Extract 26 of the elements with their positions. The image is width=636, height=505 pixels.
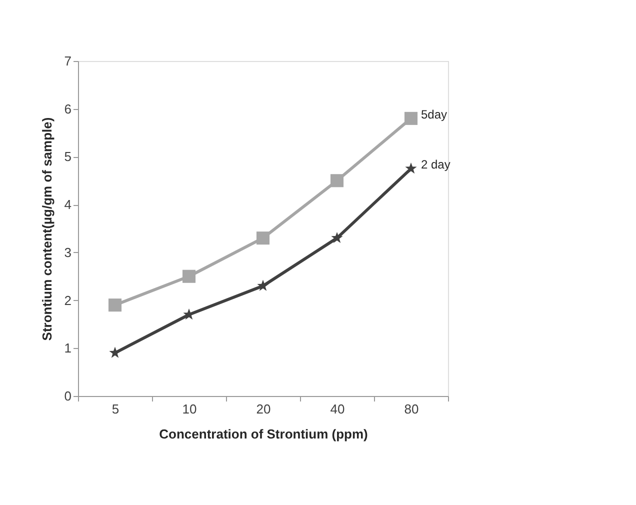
- y-tick-label: 5: [64, 149, 72, 164]
- point: [330, 174, 344, 188]
- point: [256, 232, 270, 245]
- point: [404, 112, 418, 125]
- series-label: 5day: [421, 107, 448, 122]
- y-tick-label: 1: [64, 340, 72, 356]
- x-tick-label: 40: [330, 402, 345, 416]
- y-tick-label: 0: [64, 388, 72, 404]
- point: [405, 162, 417, 174]
- series-label: 2 day: [421, 158, 450, 172]
- x-tick-label: 5: [112, 402, 120, 416]
- point: [257, 280, 269, 291]
- x-tick-label: 10: [182, 402, 197, 416]
- y-tick-label: 6: [64, 101, 72, 116]
- point: [108, 298, 122, 312]
- point: [182, 270, 196, 283]
- y-tick-label: 2: [64, 292, 72, 308]
- x-tick-label: 80: [404, 402, 419, 416]
- x-tick-label: 20: [256, 402, 271, 416]
- x-axis-title: Concentration of Strontium (ppm): [159, 426, 368, 442]
- y-tick-label: 7: [64, 54, 72, 68]
- y-tick-label: 4: [64, 197, 72, 212]
- point: [331, 232, 343, 244]
- y-tick-label: 3: [64, 244, 72, 260]
- point: [109, 346, 121, 358]
- y-axis-title: Strontium content(µg/gm of sample): [39, 117, 54, 341]
